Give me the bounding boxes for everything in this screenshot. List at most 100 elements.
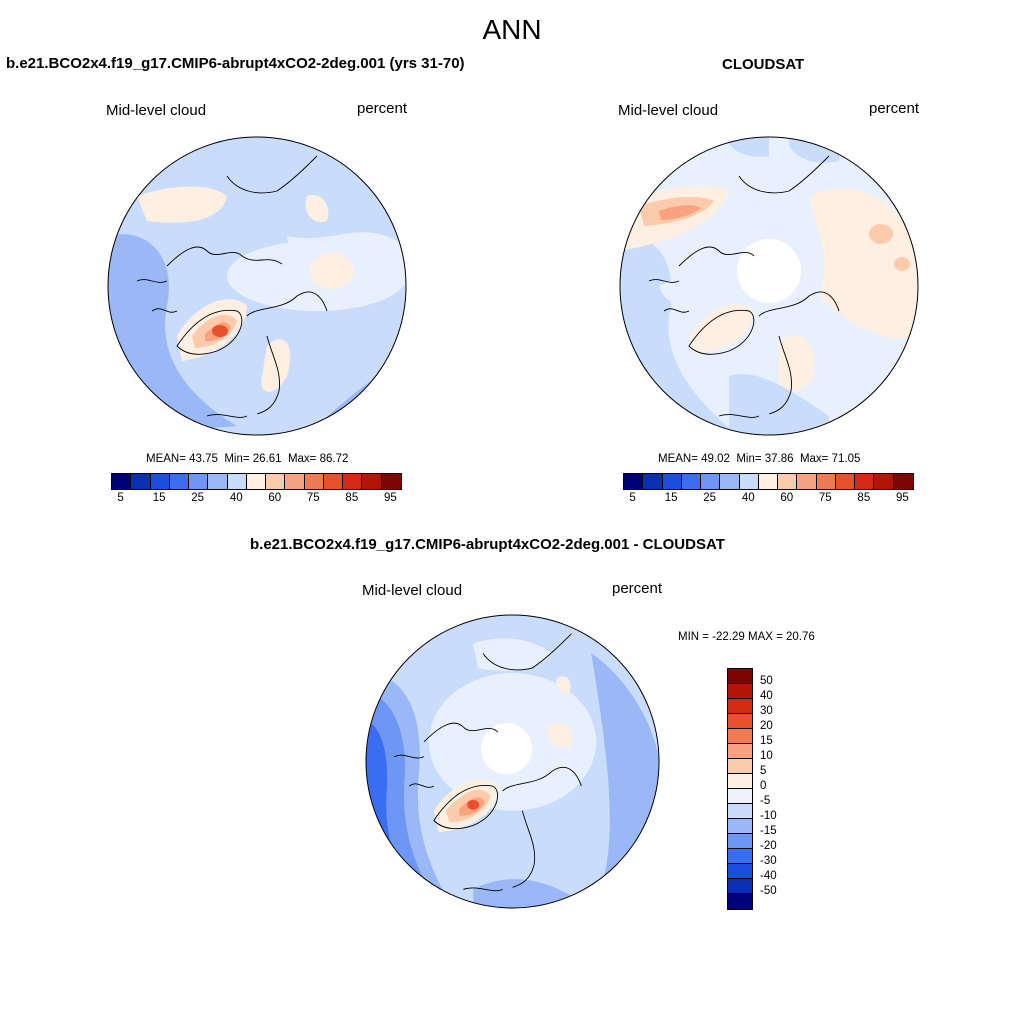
colorbar-tick-label: 60 — [780, 492, 794, 504]
colorbar-swatch — [728, 819, 752, 834]
colorbar-tick-label: -50 — [760, 885, 777, 897]
colorbar-tick-label: 95 — [383, 492, 397, 504]
colorbar-tick-label: 15 — [152, 492, 166, 504]
left-min-value: 26.61 — [252, 453, 282, 465]
colorbar-swatch — [728, 864, 752, 879]
colorbar-swatch — [681, 474, 702, 489]
figure-title: ANN — [482, 14, 542, 45]
colorbar-swatch — [728, 714, 752, 729]
colorbar-tick-label: -10 — [760, 810, 777, 822]
colorbar-swatch — [246, 474, 267, 489]
left-colorbar-ticks: 5 15 25 40 60 75 85 95 — [111, 492, 400, 508]
colorbar-swatch — [728, 744, 752, 759]
colorbar-swatch — [227, 474, 247, 489]
colorbar-tick-label: -5 — [760, 795, 771, 807]
colorbar-swatch — [343, 474, 363, 489]
colorbar-tick-label: 0 — [760, 780, 767, 792]
colorbar-swatch — [728, 804, 752, 819]
right-colorbar-ticks: 5 15 25 40 60 75 85 95 — [623, 492, 912, 508]
right-min-value: 37.86 — [764, 453, 794, 465]
colorbar-tick-label: 30 — [760, 705, 773, 717]
colorbar-tick-label: 40 — [760, 690, 773, 702]
right-panel-title: CLOUDSAT — [722, 56, 805, 73]
colorbar-tick-label: 85 — [345, 492, 359, 504]
left-panel-stats: MEAN= 43.75 Min= 26.61 Max= 86.72 — [146, 453, 348, 465]
colorbar-tick-label: 5 — [629, 492, 636, 504]
left-panel-variable-label: Mid-level cloud — [106, 102, 207, 119]
colorbar-tick-label: -15 — [760, 825, 777, 837]
colorbar-swatch — [728, 834, 752, 849]
left-max-label: Max= — [287, 453, 317, 465]
colorbar-swatch — [835, 474, 856, 489]
colorbar-swatch — [728, 789, 752, 804]
colorbar-swatch — [285, 474, 305, 489]
colorbar-swatch — [758, 474, 779, 489]
diff-panel-variable-label: Mid-level cloud — [362, 582, 463, 599]
left-max-value: 86.72 — [319, 453, 349, 465]
colorbar-tick-label: -20 — [760, 840, 777, 852]
right-max-label: Max= — [799, 453, 829, 465]
left-polar-map — [107, 136, 407, 436]
colorbar-tick-label: 75 — [818, 492, 832, 504]
colorbar-swatch — [778, 474, 798, 489]
colorbar-tick-label: 25 — [191, 492, 205, 504]
colorbar-swatch — [893, 474, 913, 489]
colorbar-swatch — [624, 474, 644, 489]
left-panel-title: b.e21.BCO2x4.f19_g17.CMIP6-abrupt4xCO2-2… — [6, 55, 465, 72]
colorbar-swatch — [728, 879, 752, 894]
colorbar-tick-label: 40 — [229, 492, 243, 504]
diff-panel-title: b.e21.BCO2x4.f19_g17.CMIP6-abrupt4xCO2-2… — [250, 536, 725, 553]
colorbar-swatch — [728, 684, 752, 699]
diff-minmax: MIN = -22.29 MAX = 20.76 — [678, 631, 815, 643]
right-mean-value: 49.02 — [701, 453, 730, 465]
colorbar-swatch — [816, 474, 836, 489]
colorbar-swatch — [728, 759, 752, 774]
left-min-label: Min= — [224, 453, 250, 465]
right-panel-stats: MEAN= 49.02 Min= 37.86 Max= 71.05 — [658, 453, 860, 465]
colorbar-swatch — [728, 729, 752, 744]
colorbar-swatch — [739, 474, 759, 489]
right-panel-units-label: percent — [869, 100, 920, 117]
colorbar-swatch — [643, 474, 663, 489]
diff-polar-map — [365, 614, 660, 909]
colorbar-tick-label: 10 — [760, 750, 773, 762]
colorbar-swatch — [362, 474, 382, 489]
colorbar-swatch — [150, 474, 170, 489]
colorbar-swatch — [701, 474, 721, 489]
colorbar-tick-label: 75 — [306, 492, 320, 504]
colorbar-tick-label: -30 — [760, 855, 777, 867]
colorbar-swatch — [728, 774, 752, 789]
colorbar-swatch — [662, 474, 682, 489]
right-min-label: Min= — [736, 453, 762, 465]
colorbar-tick-label: 15 — [760, 735, 773, 747]
colorbar-swatch — [266, 474, 286, 489]
colorbar-swatch — [304, 474, 324, 489]
right-colorbar — [623, 473, 914, 490]
colorbar-tick-label: 15 — [664, 492, 678, 504]
diff-colorbar-ticks: 50 40 30 20 15 10 5 0 -5 -10 -15 -20 -30 -40 -50 — [760, 668, 800, 908]
colorbar-swatch — [855, 474, 875, 489]
colorbar-tick-label: 95 — [895, 492, 909, 504]
right-max-value: 71.05 — [831, 453, 861, 465]
colorbar-swatch — [728, 894, 752, 909]
colorbar-tick-label: -40 — [760, 870, 777, 882]
right-mean-label: MEAN= — [658, 453, 698, 465]
colorbar-swatch — [323, 474, 344, 489]
diff-colorbar — [727, 668, 753, 910]
colorbar-tick-label: 60 — [268, 492, 282, 504]
colorbar-swatch — [874, 474, 894, 489]
right-polar-map — [619, 136, 919, 436]
colorbar-swatch — [728, 849, 752, 864]
colorbar-swatch — [189, 474, 209, 489]
colorbar-swatch — [728, 669, 752, 684]
colorbar-swatch — [728, 699, 752, 714]
colorbar-tick-label: 5 — [117, 492, 124, 504]
colorbar-swatch — [169, 474, 190, 489]
colorbar-tick-label: 25 — [703, 492, 717, 504]
colorbar-swatch — [381, 474, 401, 489]
colorbar-swatch — [797, 474, 817, 489]
colorbar-swatch — [131, 474, 151, 489]
left-mean-label: MEAN= — [146, 453, 186, 465]
colorbar-swatch — [720, 474, 740, 489]
colorbar-tick-label: 20 — [760, 720, 773, 732]
